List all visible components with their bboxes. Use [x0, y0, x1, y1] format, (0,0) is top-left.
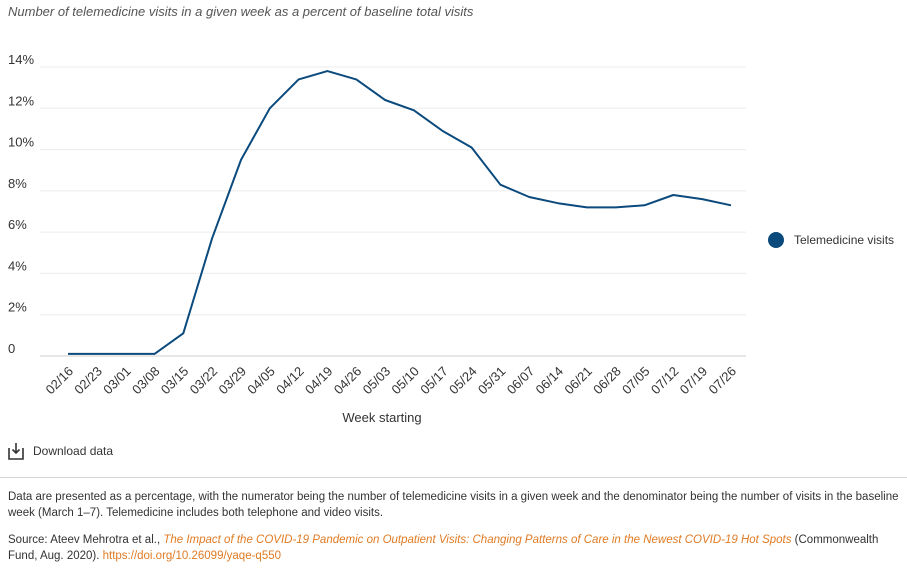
x-tick-label: 06/28 — [590, 364, 624, 398]
x-tick-label: 03/15 — [158, 364, 192, 398]
data-point — [181, 331, 186, 336]
data-point — [469, 145, 474, 150]
source-title-link[interactable]: The Impact of the COVID-19 Pandemic on O… — [163, 534, 792, 546]
x-tick-label: 04/26 — [331, 364, 365, 398]
x-tick-label: 04/19 — [302, 364, 336, 398]
data-point — [671, 192, 676, 197]
x-tick-label: 03/22 — [187, 364, 221, 398]
data-point — [729, 203, 734, 208]
data-point — [354, 77, 359, 82]
data-point — [210, 236, 215, 241]
x-tick-label: 06/07 — [504, 364, 538, 398]
download-data-button[interactable]: Download data — [8, 442, 113, 460]
chart-subtitle: Number of telemedicine visits in a given… — [8, 4, 474, 19]
data-point — [584, 205, 589, 210]
x-tick-label: 05/03 — [360, 364, 394, 398]
data-point — [238, 157, 243, 162]
divider — [0, 477, 907, 478]
data-point — [556, 201, 561, 206]
x-tick-label: 02/23 — [71, 364, 105, 398]
download-icon — [8, 443, 24, 460]
source-prefix: Source: Ateev Mehrotra et al., — [8, 534, 164, 546]
data-point — [152, 351, 157, 356]
source-doi-link[interactable]: https://doi.org/10.26099/yaqe-q550 — [102, 550, 282, 562]
source-citation: Source: Ateev Mehrotra et al., The Impac… — [8, 532, 900, 564]
source-suffix: (Commonwealth Fund, Aug. 2020). — [8, 534, 879, 562]
y-tick-label: 8% — [8, 176, 27, 191]
download-label: Download data — [33, 444, 114, 458]
legend-marker — [768, 232, 784, 248]
x-tick-label: 07/19 — [677, 364, 711, 398]
data-point — [700, 197, 705, 202]
x-tick-label: 06/21 — [561, 364, 595, 398]
x-tick-label: 05/10 — [388, 364, 422, 398]
data-point — [325, 69, 330, 74]
y-tick-label: 14% — [8, 52, 34, 67]
telemedicine-line-chart: 02%4%6%8%10%12%14%02/1602/2303/0103/0803… — [8, 52, 894, 425]
x-tick-label: 05/17 — [417, 364, 451, 398]
y-tick-label: 6% — [8, 217, 27, 232]
y-tick-label: 10% — [8, 135, 34, 150]
x-tick-label: 06/14 — [533, 364, 567, 398]
x-tick-label: 04/05 — [244, 364, 278, 398]
x-tick-label: 05/24 — [446, 364, 480, 398]
data-point — [123, 351, 128, 356]
x-tick-label: 03/08 — [129, 364, 163, 398]
x-tick-label: 07/26 — [706, 364, 740, 398]
data-point — [411, 108, 416, 113]
chart-note: Data are presented as a percentage, with… — [8, 491, 899, 519]
data-point — [613, 205, 618, 210]
y-tick-label: 2% — [8, 300, 27, 315]
x-tick-label: 04/12 — [273, 364, 307, 398]
y-tick-label: 4% — [8, 258, 27, 273]
data-point — [440, 128, 445, 133]
data-point — [66, 351, 71, 356]
x-axis-title: Week starting — [342, 410, 421, 425]
y-tick-label: 0 — [8, 341, 15, 356]
data-point — [498, 182, 503, 187]
x-tick-label: 02/16 — [43, 364, 77, 398]
data-point — [642, 203, 647, 208]
data-point — [296, 77, 301, 82]
series-line-telemedicine — [68, 70, 732, 355]
data-point — [94, 351, 99, 356]
data-point — [527, 195, 532, 200]
x-tick-label: 05/31 — [475, 364, 509, 398]
x-tick-label: 03/01 — [100, 364, 134, 398]
x-tick-label: 07/12 — [648, 364, 682, 398]
data-point — [383, 98, 388, 103]
data-point — [267, 106, 272, 111]
x-tick-label: 03/29 — [215, 364, 249, 398]
y-tick-label: 12% — [8, 93, 34, 108]
x-tick-label: 07/05 — [619, 364, 653, 398]
legend-label: Telemedicine visits — [794, 233, 894, 247]
